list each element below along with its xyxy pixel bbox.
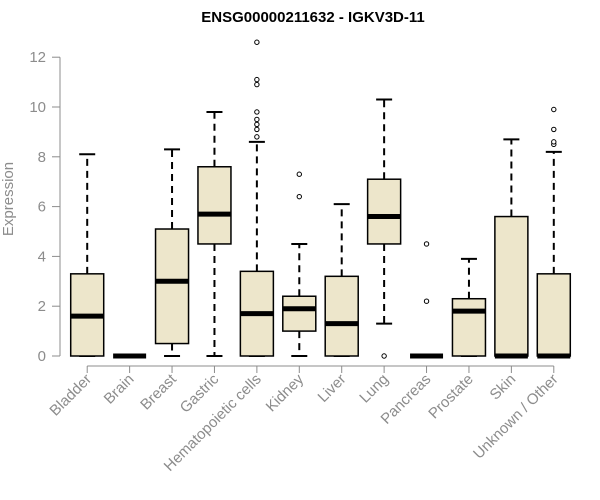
box-group — [282, 171, 317, 357]
outlier-point — [296, 171, 302, 177]
y-tick-label: 8 — [38, 149, 46, 166]
box-group — [536, 106, 572, 359]
box-group — [69, 153, 105, 357]
y-tick-label: 10 — [29, 99, 46, 116]
y-tick-label: 2 — [38, 298, 46, 315]
outlier-point — [254, 81, 260, 88]
box-group — [366, 98, 402, 359]
x-tick-label: Skin — [487, 371, 520, 404]
x-tick-label: Bladder — [46, 371, 95, 420]
boxes-layer — [69, 39, 572, 359]
box-group — [324, 203, 359, 357]
outlier-point — [254, 126, 260, 133]
box-iqr — [154, 228, 190, 345]
outlier-point — [254, 109, 260, 115]
y-tick-label: 0 — [38, 348, 46, 365]
x-tick-label: Liver — [315, 371, 350, 406]
outlier-point — [296, 193, 302, 200]
x-tick-label: Brain — [101, 371, 138, 408]
outlier-point — [551, 139, 557, 145]
outlier-point — [551, 126, 557, 133]
x-tick-label: Breast — [137, 370, 180, 413]
chart-title: ENSG00000211632 - IGKV3D-11 — [201, 9, 424, 26]
box-iqr — [282, 295, 317, 332]
outlier-point — [254, 76, 260, 83]
box-group — [154, 148, 190, 357]
box-iqr — [494, 215, 529, 357]
x-tick-label: Lung — [356, 371, 392, 407]
outlier-point — [551, 106, 557, 113]
outlier-point — [254, 121, 260, 128]
y-axis-label: Expression — [0, 162, 17, 236]
box-group — [410, 241, 444, 359]
outlier-point — [423, 241, 430, 247]
outlier-point — [254, 134, 260, 140]
box-iqr — [197, 166, 232, 245]
y-tick-label: 6 — [38, 199, 46, 216]
box-group — [494, 138, 529, 359]
box-iqr — [536, 273, 572, 357]
box-iqr — [366, 178, 402, 245]
outlier-point — [254, 116, 260, 123]
box-iqr — [451, 297, 487, 357]
box-group — [239, 39, 275, 357]
outlier-point — [423, 298, 430, 304]
outlier-point — [254, 39, 260, 45]
y-tick-label: 12 — [29, 49, 46, 66]
y-axis: 0 2 4 6 8 10 12 — [29, 49, 61, 365]
x-tick-label: Prostate — [425, 371, 477, 423]
box-group — [197, 110, 232, 357]
box-iqr — [324, 275, 359, 357]
outlier-point — [381, 353, 387, 359]
box-group — [451, 257, 487, 357]
x-tick-label: Kidney — [263, 370, 308, 415]
y-tick-label: 4 — [38, 248, 46, 265]
